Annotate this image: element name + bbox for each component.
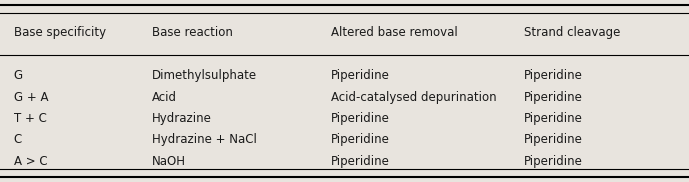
Text: A > C: A > C: [14, 155, 48, 168]
Text: Piperidine: Piperidine: [524, 133, 582, 147]
Text: Piperidine: Piperidine: [331, 112, 389, 125]
Text: Piperidine: Piperidine: [331, 69, 389, 82]
Text: Hydrazine + NaCl: Hydrazine + NaCl: [152, 133, 256, 147]
Text: Base reaction: Base reaction: [152, 26, 232, 39]
Text: Piperidine: Piperidine: [524, 90, 582, 104]
Text: Acid: Acid: [152, 90, 176, 104]
Text: T + C: T + C: [14, 112, 47, 125]
Text: Base specificity: Base specificity: [14, 26, 106, 39]
Text: Piperidine: Piperidine: [331, 155, 389, 168]
Text: Piperidine: Piperidine: [331, 133, 389, 147]
Text: Piperidine: Piperidine: [524, 155, 582, 168]
Text: Dimethylsulphate: Dimethylsulphate: [152, 69, 257, 82]
Text: Piperidine: Piperidine: [524, 69, 582, 82]
Text: C: C: [14, 133, 22, 147]
Text: Piperidine: Piperidine: [524, 112, 582, 125]
Text: NaOH: NaOH: [152, 155, 185, 168]
Text: G: G: [14, 69, 23, 82]
Text: Hydrazine: Hydrazine: [152, 112, 212, 125]
Text: Acid-catalysed depurination: Acid-catalysed depurination: [331, 90, 496, 104]
Text: Altered base removal: Altered base removal: [331, 26, 457, 39]
Text: Strand cleavage: Strand cleavage: [524, 26, 620, 39]
Text: G + A: G + A: [14, 90, 48, 104]
